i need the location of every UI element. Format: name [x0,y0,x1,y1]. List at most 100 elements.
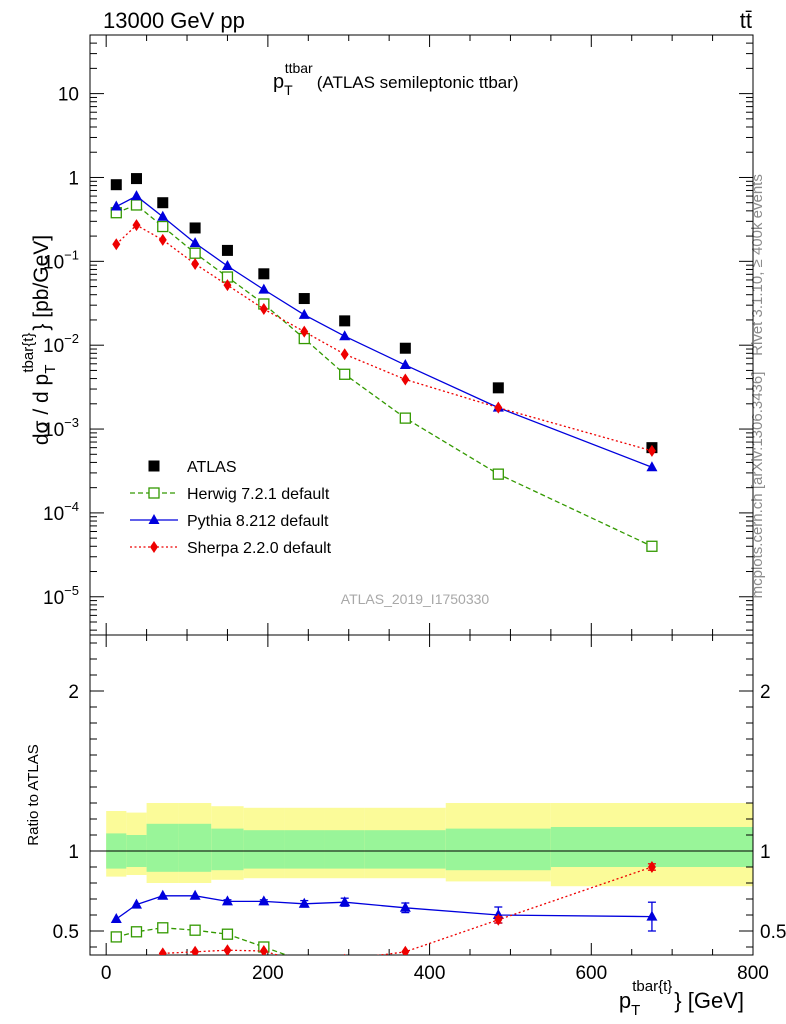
main-y-tick-label-base: 10 [43,588,64,609]
main-y-tick-label: 10−3 [43,415,79,441]
inner-uncertainty-band [243,830,285,869]
ratio-data-point [493,991,503,1001]
ylabel-sub: T [42,365,59,374]
ylabel-main: dσ / d p [30,374,53,445]
analysis-watermark: ATLAS_2019_I1750330 [341,591,490,607]
main-y-tick-label-base: 10 [58,85,79,106]
data-point [112,238,121,251]
legend-item: ATLAS [148,459,237,476]
legend-label: ATLAS [187,459,237,476]
series-atlas [110,173,658,454]
main-plot-series [110,173,658,552]
series-herwig [110,199,658,552]
ratio-data-point [647,995,657,1005]
data-point [221,244,233,256]
data-point [189,237,201,248]
data-point [494,401,503,414]
data-point [259,303,268,316]
data-point [191,257,200,270]
ratio-y-tick-label-right: 1 [760,842,771,863]
data-point [399,342,411,354]
data-point [401,373,410,386]
plot-title-sup: ttbar [285,60,313,76]
xlabel-sup: tbar{t} [632,978,672,995]
uncertainty-bands [90,803,753,887]
data-point [110,200,122,211]
legend-item: Sherpa 2.2.0 default [130,540,332,557]
inner-uncertainty-band [445,828,551,871]
series-line [115,195,653,468]
data-point [157,197,169,209]
xlabel-sub: T [631,1002,640,1019]
ratio-plot-panel: 0 200 400 600 800 0.5 0.5 1 1 2 2 Ratio to ATLAS p… [25,634,786,1019]
main-y-tick-label-exponent: −4 [64,499,79,514]
legend-marker [148,460,160,472]
inner-uncertainty-band [550,827,753,867]
ratio-series-sherpa [157,861,656,955]
inner-uncertainty-band [146,823,179,872]
series-line [116,204,653,547]
data-point [223,279,232,292]
main-y-tick-label-base: 10 [43,252,64,273]
ratio-data-point [647,861,656,873]
ratio-data-point [299,956,309,966]
data-point [339,330,351,341]
ratio-data-point [343,953,346,955]
data-point [110,179,122,191]
data-point [646,540,658,552]
x-tick-label: 400 [414,963,446,984]
xlabel-rest: } [GeV] [674,988,744,1013]
x-tick-label: 200 [252,963,284,984]
main-y-tick-label-base: 1 [68,168,79,189]
legend-marker [150,541,158,553]
data-point [130,199,143,211]
data-point [340,348,349,361]
ratio-data-point [339,896,351,907]
ratio-data-point [298,897,310,908]
ratio-y-tick-label-left: 1 [68,842,79,863]
ratio-data-point [646,910,658,921]
ratio-data-point [400,982,410,992]
x-tick-label: 800 [737,963,769,984]
main-y-tick-label-base: 10 [43,420,64,441]
legend-marker [148,514,160,524]
main-y-tick-label-exponent: −3 [64,415,79,430]
inner-uncertainty-band [364,830,446,869]
ratio-data-point [340,969,350,979]
main-y-tick-label: 10 [58,85,79,106]
xlabel-main: p [619,988,631,1013]
ratio-data-point [110,931,122,943]
data-point [258,268,270,280]
main-y-tick-label: 10−5 [43,583,79,609]
ratio-data-point [258,895,270,906]
plot-title-rest: (ATLAS semileptonic ttbar) [317,73,519,92]
data-point [339,315,351,327]
data-point [339,368,351,380]
data-point [189,222,201,234]
ratio-data-point [494,913,503,926]
main-y-tick-label-base: 10 [43,504,64,525]
main-y-tick-label-exponent: −1 [64,247,79,262]
main-y-axis-label: dσ / d pTtbar{t}} [pb/GeV] [20,235,59,445]
main-y-tick-label: 10−2 [43,331,79,357]
data-point [492,468,504,480]
x-tick-label: 0 [101,963,112,984]
ratio-data-point [189,889,201,900]
plot-title-main: p [273,71,284,93]
data-point [189,247,201,259]
data-point [300,325,309,338]
ratio-data-point [221,895,233,906]
mcplots-reference-label: mcplots.cern.ch [arXiv:1306.3436] [749,372,766,599]
x-axis-label: pTtbar{t}} [GeV] [619,978,744,1019]
ratio-plot-series [110,861,658,1005]
ratio-plot-frame [89,634,754,956]
ratio-plot-axes: 0 200 400 600 800 0.5 0.5 1 1 2 2 [53,635,786,984]
data-point [647,444,656,457]
inner-uncertainty-band [211,828,244,871]
main-y-tick-label: 10−1 [43,247,79,273]
ratio-series-pythia [110,889,658,932]
main-y-tick-label-exponent: −2 [64,331,79,346]
plot-title: pTttbar(ATLAS semileptonic ttbar) [273,60,519,98]
ratio-y-axis-label: Ratio to ATLAS [25,744,42,845]
